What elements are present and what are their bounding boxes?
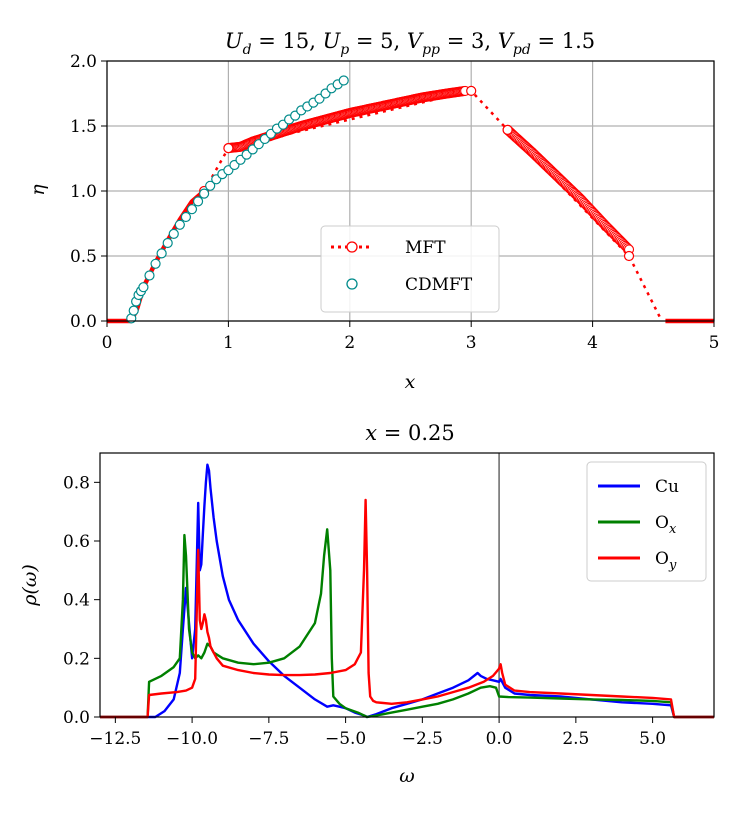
bottom-x-tick-label: −10.0 bbox=[166, 729, 218, 749]
cdmft-point bbox=[205, 180, 216, 191]
legend-oy-label: Oy bbox=[655, 549, 677, 573]
bottom-y-tick-label: 0.8 bbox=[63, 473, 90, 493]
cdmft-point bbox=[162, 237, 173, 249]
cu-curve bbox=[100, 463, 714, 719]
top-series bbox=[107, 75, 714, 324]
bottom-x-axis-label: ω bbox=[399, 765, 415, 787]
top-y-tick-label: 0.0 bbox=[70, 312, 97, 332]
bottom-axes-frame bbox=[99, 452, 715, 718]
top-x-tick-label: 3 bbox=[466, 333, 477, 353]
legend-mft-label: MFT bbox=[405, 238, 446, 258]
bottom-x-tick-label: 0.0 bbox=[486, 729, 513, 749]
cdmft-point bbox=[338, 75, 349, 86]
legend-cdmft-marker bbox=[346, 278, 358, 290]
legend-ox-label: Ox bbox=[655, 513, 677, 537]
top-x-tick-label: 0 bbox=[102, 333, 113, 353]
mft-marker bbox=[623, 250, 635, 262]
mft-marker bbox=[466, 85, 477, 97]
top-x-tick-label: 1 bbox=[223, 333, 234, 353]
bottom-chart: x = 0.25 −12.5 −10.0 −7.5 −5.0 −2.5 0.0 2.5 5.0… bbox=[19, 421, 715, 787]
top-chart: Ud = 15, Up = 5, Vpp = 3, Vpd = 1.5 0 1 2 3… bbox=[27, 29, 719, 393]
top-y-axis-label: η bbox=[27, 184, 49, 196]
top-legend-box bbox=[320, 225, 500, 313]
bottom-series bbox=[100, 453, 714, 719]
bottom-x-tick-label: −12.5 bbox=[89, 729, 141, 749]
bottom-y-tick-label: 0.6 bbox=[63, 532, 90, 552]
bottom-y-axis-label: ρ(ω) bbox=[19, 564, 41, 607]
top-y-tick-label: 2.0 bbox=[70, 52, 97, 72]
top-ticks: 0 1 2 3 4 5 0.0 0.5 1.0 1.5 2.0 bbox=[70, 52, 719, 353]
top-y-tick-label: 1.0 bbox=[70, 182, 97, 202]
top-x-axis-label: x bbox=[405, 371, 416, 393]
mft-marker bbox=[223, 143, 234, 154]
oy-curve bbox=[100, 498, 714, 719]
bottom-x-tick-label: 5.0 bbox=[639, 729, 666, 749]
top-legend: MFT CDMFT bbox=[320, 225, 500, 313]
top-x-tick-label: 5 bbox=[709, 333, 720, 353]
cdmft-point bbox=[168, 228, 179, 239]
ox-curve bbox=[100, 528, 714, 719]
bottom-x-tick-label: 2.5 bbox=[562, 729, 589, 749]
cdmft-point bbox=[180, 211, 192, 223]
top-y-tick-label: 1.5 bbox=[70, 117, 97, 137]
legend-cu-label: Cu bbox=[655, 477, 679, 497]
cdmft-point bbox=[144, 270, 155, 281]
bottom-x-tick-label: −2.5 bbox=[402, 729, 443, 749]
cdmft-point bbox=[199, 188, 210, 199]
mft-marker bbox=[502, 124, 513, 135]
bottom-chart-title: x = 0.25 bbox=[365, 421, 455, 445]
bottom-x-tick-label: −5.0 bbox=[325, 729, 366, 749]
bottom-y-tick-label: 0.0 bbox=[63, 708, 90, 728]
cdmft-point bbox=[150, 258, 161, 269]
top-chart-title: Ud = 15, Up = 5, Vpp = 3, Vpd = 1.5 bbox=[225, 29, 595, 58]
mft-dotted-line bbox=[203, 89, 663, 322]
cdmft-point bbox=[174, 219, 185, 230]
top-y-tick-label: 0.5 bbox=[70, 247, 97, 267]
cdmft-point bbox=[156, 248, 167, 259]
bottom-x-tick-label: −7.5 bbox=[248, 729, 289, 749]
bottom-legend-box bbox=[586, 461, 707, 582]
bottom-y-tick-label: 0.2 bbox=[63, 649, 90, 669]
legend-cdmft-label: CDMFT bbox=[405, 275, 473, 295]
cdmft-point bbox=[128, 305, 139, 316]
cdmft-point bbox=[192, 196, 204, 207]
bottom-y-tick-label: 0.4 bbox=[63, 591, 90, 611]
top-x-tick-label: 4 bbox=[587, 333, 598, 353]
top-x-tick-label: 2 bbox=[344, 333, 355, 353]
bottom-legend: Cu Ox Oy bbox=[586, 461, 707, 582]
legend-mft-marker bbox=[346, 241, 358, 253]
cdmft-point bbox=[138, 282, 149, 293]
bottom-ticks: −12.5 −10.0 −7.5 −5.0 −2.5 0.0 2.5 5.0 0.0 0.2 0.4… bbox=[63, 473, 666, 749]
cdmft-point bbox=[186, 204, 198, 215]
